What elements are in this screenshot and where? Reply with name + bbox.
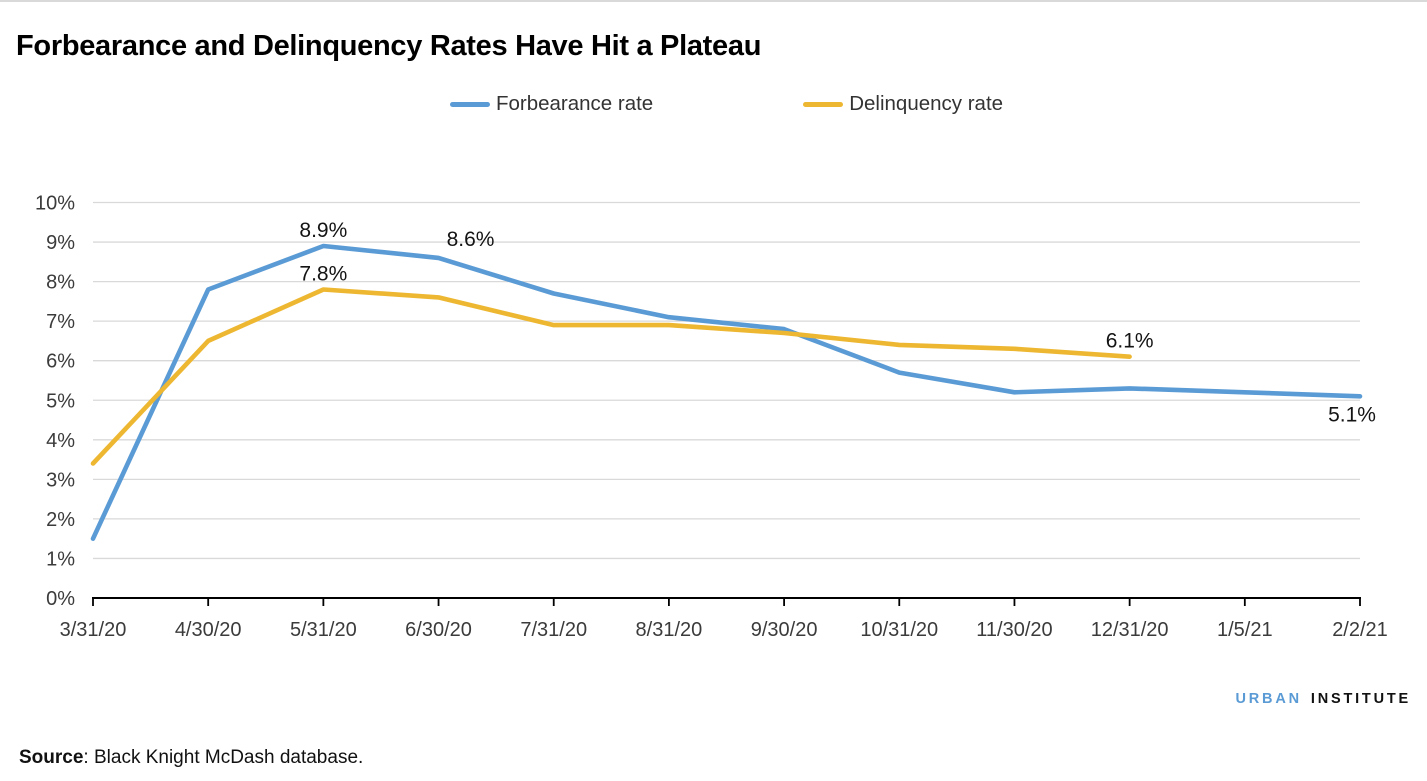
x-tick-label: 5/31/20 [290, 619, 357, 641]
urban-institute-logo: URBAN INSTITUTE [1236, 691, 1411, 707]
x-tick-label: 9/30/20 [751, 619, 818, 641]
x-tick-label: 10/31/20 [860, 619, 938, 641]
logo-urban: URBAN [1235, 691, 1302, 707]
legend: Forbearance rate Delinquency rate [0, 92, 1427, 116]
series-line-delinquency-rate [90, 287, 1132, 466]
y-tick-label: 3% [46, 469, 75, 491]
y-tick-label: 7% [46, 311, 75, 333]
delinquency-line-swatch-icon [803, 101, 844, 107]
y-tick-label: 8% [46, 272, 75, 294]
data-label: 5.1% [1328, 403, 1376, 426]
data-label: 6.1% [1106, 330, 1154, 353]
data-label: 8.6% [447, 228, 495, 251]
x-tick-label: 2/2/21 [1332, 619, 1388, 641]
logo-institute: INSTITUTE [1310, 691, 1411, 707]
x-tick-label: 4/30/20 [175, 619, 242, 641]
y-tick-label: 10% [35, 193, 75, 215]
chart-plot-area: 3/31/20 4/30/20 5/31/20 6/30/20 7/31/20 8/31/… [35, 193, 1388, 642]
source-text: : Black Knight McDash database. [83, 747, 364, 768]
y-tick-label: 0% [46, 588, 75, 610]
x-tick-label: 8/31/20 [636, 619, 703, 641]
legend-item-delinquency: Delinquency rate [803, 92, 1003, 116]
x-tick-label: 11/30/20 [976, 619, 1052, 641]
x-tick-label: 3/31/20 [60, 619, 127, 641]
x-tick-label: 6/30/20 [405, 619, 472, 641]
y-tick-label: 4% [46, 430, 75, 452]
y-tick-label: 6% [46, 351, 75, 373]
source-label: Source [19, 747, 84, 768]
y-tick-label: 5% [46, 390, 75, 412]
series-line-forbearance-rate [90, 243, 1363, 542]
legend-label-delinquency: Delinquency rate [849, 92, 1004, 115]
legend-item-forbearance: Forbearance rate [449, 92, 654, 116]
x-tick-label: 1/5/21 [1217, 619, 1273, 641]
forbearance-line-swatch-icon [449, 101, 490, 107]
y-tick-label: 9% [46, 232, 75, 254]
data-label: 8.9% [299, 219, 347, 242]
y-tick-label: 2% [46, 509, 75, 531]
source-note: Source: Black Knight McDash database. [19, 747, 363, 769]
data-label: 7.8% [299, 263, 347, 286]
y-tick-label: 1% [46, 548, 75, 570]
legend-label-forbearance: Forbearance rate [495, 92, 654, 115]
x-tick-label: 12/31/20 [1091, 619, 1169, 641]
chart-title: Forbearance and Delinquency Rates Have H… [16, 30, 762, 63]
x-tick-label: 7/31/20 [520, 619, 587, 641]
top-border [0, 0, 1427, 2]
